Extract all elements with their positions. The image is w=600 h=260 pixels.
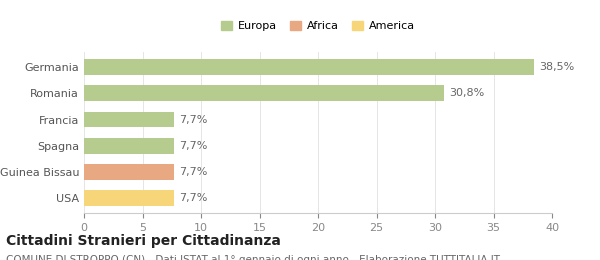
Bar bbox=[84, 112, 174, 127]
Text: 7,7%: 7,7% bbox=[179, 193, 207, 203]
Bar bbox=[84, 86, 445, 101]
Bar bbox=[84, 59, 535, 75]
Text: COMUNE DI STROPPO (CN) - Dati ISTAT al 1° gennaio di ogni anno - Elaborazione TU: COMUNE DI STROPPO (CN) - Dati ISTAT al 1… bbox=[6, 255, 500, 260]
Text: Cittadini Stranieri per Cittadinanza: Cittadini Stranieri per Cittadinanza bbox=[6, 234, 281, 248]
Text: 7,7%: 7,7% bbox=[179, 114, 207, 125]
Bar bbox=[84, 164, 174, 180]
Text: 30,8%: 30,8% bbox=[449, 88, 484, 98]
Text: 7,7%: 7,7% bbox=[179, 167, 207, 177]
Bar bbox=[84, 190, 174, 206]
Bar bbox=[84, 138, 174, 154]
Text: 38,5%: 38,5% bbox=[539, 62, 574, 72]
Legend: Europa, Africa, America: Europa, Africa, America bbox=[219, 18, 417, 34]
Text: 7,7%: 7,7% bbox=[179, 141, 207, 151]
